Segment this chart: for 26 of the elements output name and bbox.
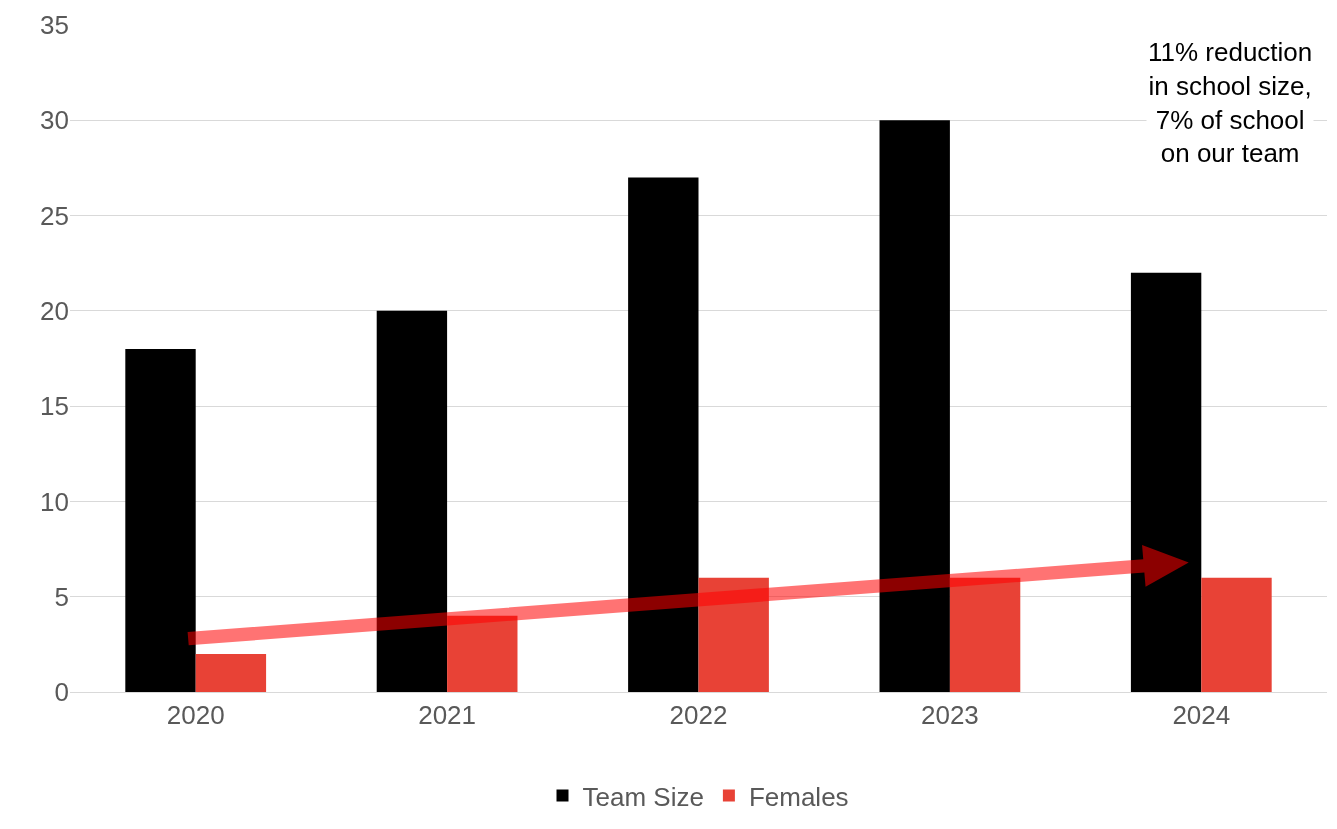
y-tick-label: 0 (54, 677, 69, 708)
bar (1130, 272, 1202, 692)
legend-label: Females (748, 781, 849, 812)
bar (949, 577, 1021, 692)
y-tick-label: 30 (40, 105, 69, 136)
y-tick-label: 25 (40, 200, 69, 231)
y-tick-label: 5 (54, 581, 69, 612)
y-tick-label: 35 (40, 10, 69, 41)
x-tick-label: 2024 (1172, 700, 1231, 731)
bar (376, 310, 448, 692)
bar (447, 615, 518, 692)
bar (125, 348, 196, 692)
y-tick-label: 20 (40, 295, 69, 326)
x-tick-label: 2023 (920, 700, 979, 731)
legend-label: Team Size (582, 781, 704, 812)
x-tick-label: 2022 (669, 700, 728, 731)
bar (628, 177, 699, 692)
annotation: 11% reduction in school size, 7% of school on our team (1148, 37, 1313, 169)
bar (1201, 577, 1272, 692)
bar (698, 577, 769, 692)
x-tick-label: 2020 (166, 700, 225, 731)
bar (879, 120, 950, 692)
y-tick-label: 15 (40, 391, 69, 422)
y-tick-label: 10 (40, 486, 69, 517)
bar (195, 653, 267, 692)
x-tick-label: 2021 (418, 700, 477, 731)
